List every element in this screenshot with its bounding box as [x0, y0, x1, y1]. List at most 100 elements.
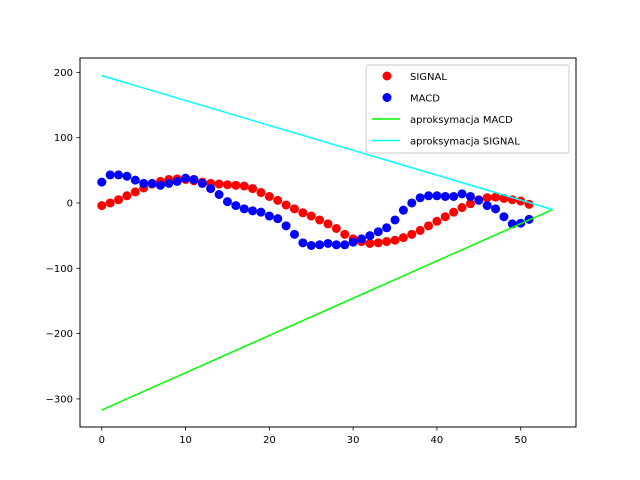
legend-label-aproksymacja-macd: aproksymacja MACD: [410, 115, 513, 126]
signal-point: [331, 223, 341, 233]
macd-point: [465, 191, 475, 201]
signal-point: [114, 195, 124, 205]
legend-swatch-signal: [382, 71, 392, 81]
signal-point: [222, 180, 232, 190]
aproksymacja-macd-line: [101, 208, 553, 411]
macd-point: [189, 174, 199, 184]
x-tick-label: 40: [431, 435, 444, 446]
macd-point: [256, 207, 266, 217]
macd-point: [440, 191, 450, 201]
signal-point: [340, 229, 350, 239]
signal-point: [323, 219, 333, 229]
legend: SIGNAL MACD aproksymacja MACD aproksymacja …: [365, 64, 570, 154]
signal-point: [382, 237, 392, 247]
y-tick-label: −100: [46, 264, 73, 275]
series-aproksymacja-macd: [101, 208, 553, 411]
signal-point: [281, 200, 291, 210]
aproksymacja-signal-line: [101, 74, 553, 211]
macd-point: [415, 193, 425, 203]
macd-point: [114, 170, 124, 180]
macd-point: [449, 191, 459, 201]
legend-label-aproksymacja-signal: aproksymacja SIGNAL: [410, 137, 520, 148]
macd-point: [482, 201, 492, 211]
signal-point: [440, 212, 450, 222]
signal-point: [130, 187, 140, 197]
macd-point: [122, 171, 132, 181]
macd-point: [130, 175, 140, 185]
macd-point: [398, 205, 408, 215]
macd-point: [139, 178, 149, 188]
macd-point: [147, 178, 157, 188]
signal-point: [273, 195, 283, 205]
signal-point: [231, 180, 241, 190]
macd-point: [281, 221, 291, 231]
macd-point: [231, 201, 241, 211]
series-macd: [97, 170, 534, 250]
y-axis: −300 −200 −100 0 100 200: [46, 68, 80, 405]
x-tick-label: 10: [179, 435, 192, 446]
legend-box: [365, 64, 570, 154]
macd-point: [172, 176, 182, 186]
series-layer: [97, 74, 553, 411]
macd-point: [474, 195, 484, 205]
signal-point: [306, 211, 316, 221]
signal-point: [398, 233, 408, 243]
signal-point: [256, 188, 266, 198]
x-tick-label: 20: [263, 435, 276, 446]
signal-point: [315, 215, 325, 225]
signal-point: [390, 235, 400, 245]
signal-point: [482, 193, 492, 203]
macd-point: [365, 231, 375, 241]
macd-point: [105, 170, 115, 180]
signal-point: [491, 192, 501, 202]
y-tick-label: 100: [54, 133, 73, 144]
signal-point: [248, 184, 258, 194]
macd-point: [239, 204, 249, 214]
signal-point: [457, 203, 467, 213]
macd-point: [373, 227, 383, 237]
signal-point: [465, 199, 475, 209]
signal-point: [214, 179, 224, 189]
macd-point: [499, 212, 509, 222]
macd-point: [197, 178, 207, 188]
macd-point: [390, 215, 400, 225]
signal-point: [365, 238, 375, 248]
macd-point: [382, 223, 392, 233]
macd-point: [97, 177, 107, 187]
signal-point: [239, 181, 249, 191]
signal-point: [105, 198, 115, 208]
signal-point: [264, 191, 274, 201]
plot-frame: [79, 57, 577, 428]
series-aproksymacja-signal: [101, 74, 553, 211]
macd-point: [222, 197, 232, 207]
macd-point: [155, 180, 165, 190]
legend-swatch-macd: [382, 93, 392, 102]
macd-point: [315, 240, 325, 250]
macd-point: [457, 189, 467, 199]
legend-label-signal: SIGNAL: [410, 72, 447, 83]
y-tick-label: −200: [46, 329, 73, 340]
y-tick-label: 200: [54, 68, 73, 79]
macd-point: [424, 191, 434, 201]
signal-point: [289, 204, 299, 214]
macd-point: [357, 234, 367, 244]
signal-point: [432, 216, 442, 226]
x-tick-label: 30: [347, 435, 360, 446]
macd-point: [289, 229, 299, 239]
y-tick-label: −300: [46, 394, 73, 405]
macd-point: [331, 240, 341, 250]
signal-point: [415, 225, 425, 235]
macd-point: [298, 238, 308, 248]
signal-point: [373, 238, 383, 248]
macd-point: [273, 214, 283, 224]
macd-point: [306, 240, 316, 250]
signal-point: [449, 207, 459, 217]
legend-label-macd: MACD: [410, 94, 440, 105]
macd-point: [214, 189, 224, 199]
y-tick-label: 0: [67, 198, 73, 209]
signal-point: [122, 191, 132, 201]
signal-point: [97, 201, 107, 211]
macd-point: [491, 204, 501, 214]
signal-point: [424, 221, 434, 231]
